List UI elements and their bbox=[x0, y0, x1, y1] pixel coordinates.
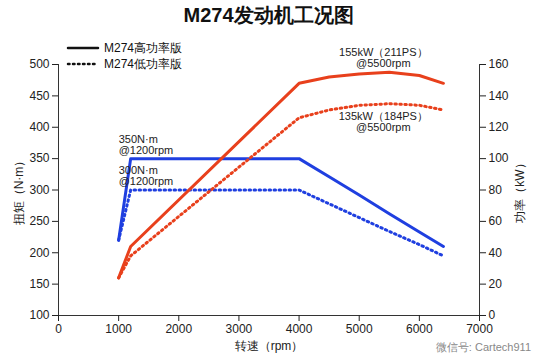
svg-text:1000: 1000 bbox=[105, 322, 132, 336]
svg-text:160: 160 bbox=[489, 57, 509, 71]
svg-text:300: 300 bbox=[29, 183, 49, 197]
svg-text:20: 20 bbox=[489, 277, 503, 291]
svg-text:5000: 5000 bbox=[346, 322, 373, 336]
svg-text:功率（kW）: 功率（kW） bbox=[513, 157, 527, 222]
svg-text:135kW（184PS）@5500rpm: 135kW（184PS）@5500rpm bbox=[339, 110, 428, 133]
svg-text:120: 120 bbox=[489, 120, 509, 134]
svg-text:4000: 4000 bbox=[286, 322, 313, 336]
html-text:微信号: Cartech911: 微信号: Cartech911 bbox=[435, 341, 531, 353]
svg-text:250: 250 bbox=[29, 214, 49, 228]
svg-text:3000: 3000 bbox=[226, 322, 253, 336]
html-text:M274高功率版: M274高功率版 bbox=[104, 40, 182, 55]
svg-text:350: 350 bbox=[29, 151, 49, 165]
svg-text:60: 60 bbox=[489, 214, 503, 228]
svg-text:150: 150 bbox=[29, 277, 49, 291]
svg-text:350N·m@1200rpm: 350N·m@1200rpm bbox=[119, 133, 174, 156]
svg-text:155kW（211PS）@5500rpm: 155kW（211PS）@5500rpm bbox=[339, 46, 427, 69]
svg-text:140: 140 bbox=[489, 89, 509, 103]
svg-text:7000: 7000 bbox=[466, 322, 493, 336]
svg-text:扭矩（N·m）: 扭矩（N·m） bbox=[12, 155, 26, 226]
svg-text:100: 100 bbox=[489, 151, 509, 165]
svg-text:40: 40 bbox=[489, 246, 503, 260]
html-text:M274发动机工况图: M274发动机工况图 bbox=[183, 4, 354, 26]
svg-text:500: 500 bbox=[29, 57, 49, 71]
svg-text:100: 100 bbox=[29, 308, 49, 322]
html-text:M274低功率版: M274低功率版 bbox=[104, 56, 182, 71]
svg-text:450: 450 bbox=[29, 89, 49, 103]
svg-text:转速（rpm）: 转速（rpm） bbox=[235, 339, 304, 353]
svg-text:400: 400 bbox=[29, 120, 49, 134]
svg-text:2000: 2000 bbox=[165, 322, 192, 336]
svg-text:0: 0 bbox=[55, 322, 62, 336]
svg-text:200: 200 bbox=[29, 246, 49, 260]
svg-text:0: 0 bbox=[489, 308, 496, 322]
svg-text:6000: 6000 bbox=[406, 322, 433, 336]
svg-text:300N·m@1200rpm: 300N·m@1200rpm bbox=[119, 164, 174, 187]
svg-text:80: 80 bbox=[489, 183, 503, 197]
